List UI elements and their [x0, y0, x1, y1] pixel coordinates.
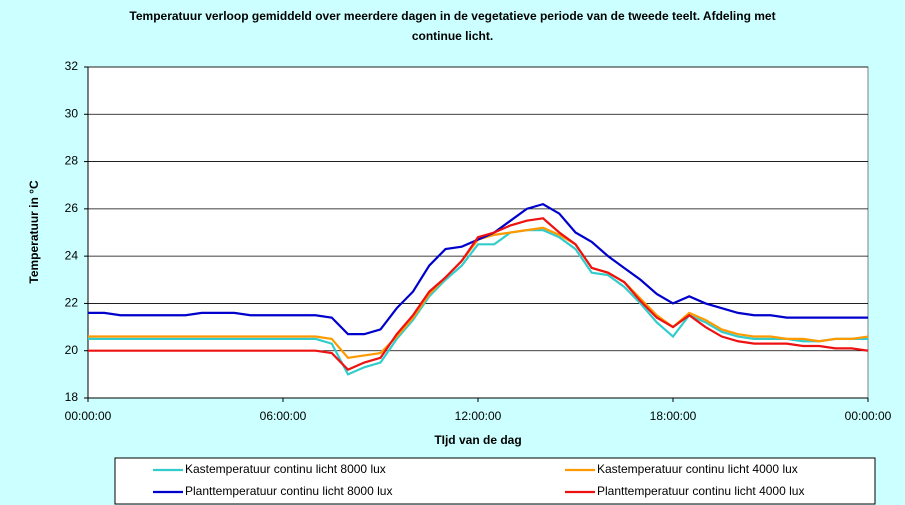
legend-label: Planttemperatuur continu licht 4000 lux [597, 484, 804, 498]
x-tick-label: 12:00:00 [455, 409, 502, 423]
x-tick-label: 00:00:00 [65, 409, 112, 423]
y-tick-label: 18 [65, 390, 79, 404]
legend-label: Kastemperatuur continu licht 8000 lux [185, 462, 386, 476]
series-line [88, 229, 868, 376]
chart-title: Temperatuur verloop gemiddeld over meerd… [129, 9, 776, 43]
y-tick-label: 30 [65, 106, 79, 120]
x-tick-label: 18:00:00 [650, 409, 697, 423]
x-tick-label: 00:00:00 [845, 409, 892, 423]
y-tick-label: 28 [65, 154, 79, 168]
legend-label: Planttemperatuur continu licht 8000 lux [185, 484, 392, 498]
legend [114, 457, 876, 505]
x-axis-label: TIjd van de dag [434, 433, 521, 447]
legend-label: Kastemperatuur continu licht 4000 lux [597, 462, 798, 476]
y-tick-label: 20 [65, 343, 79, 357]
y-tick-label: 22 [65, 296, 79, 310]
y-tick-label: 26 [65, 201, 79, 215]
y-tick-label: 32 [65, 59, 79, 73]
plot-area [87, 66, 869, 399]
series-line [88, 202, 868, 336]
x-tick-label: 06:00:00 [260, 409, 307, 423]
y-tick-label: 24 [65, 248, 79, 262]
series-line [88, 217, 869, 371]
y-axis-label: Temperatuur in °C [27, 180, 41, 284]
